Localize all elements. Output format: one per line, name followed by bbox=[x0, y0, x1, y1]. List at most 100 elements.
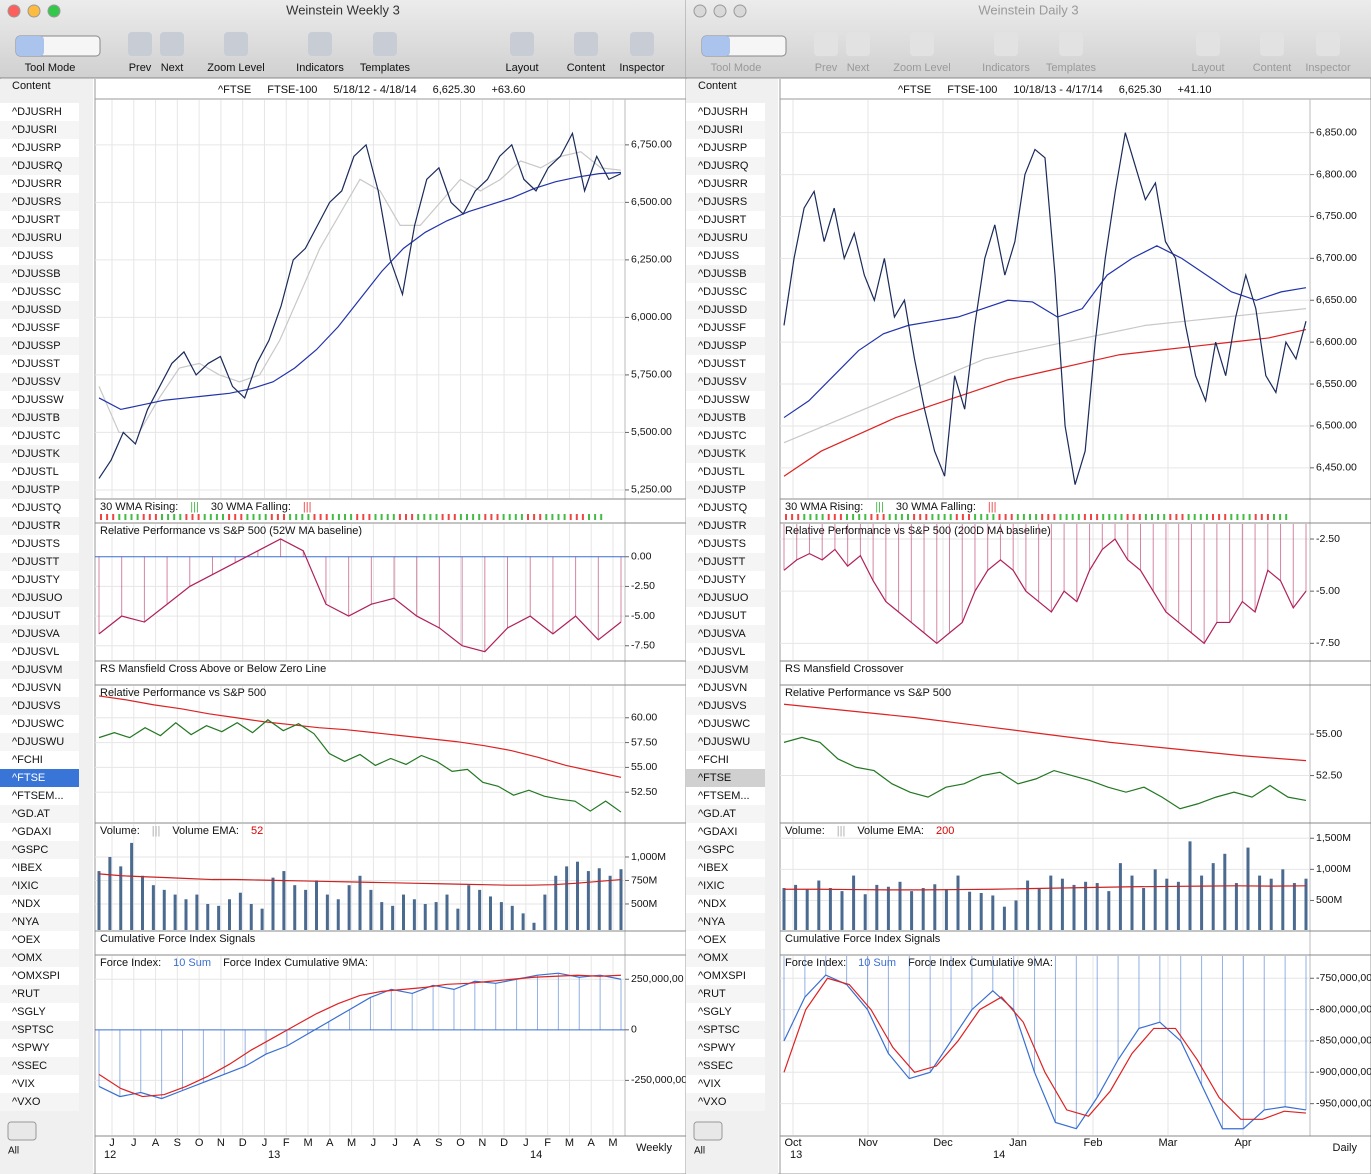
sidebar-row[interactable] bbox=[686, 499, 765, 517]
sidebar-row[interactable] bbox=[0, 967, 79, 985]
sidebar-item[interactable]: ^SPWY bbox=[12, 1042, 50, 1054]
sidebar-item[interactable]: ^DJUSRH bbox=[698, 106, 748, 118]
toolbar-icon[interactable] bbox=[224, 32, 248, 56]
sidebar-item[interactable]: ^DJUSRS bbox=[12, 196, 61, 208]
sidebar-item[interactable]: ^OMXSPI bbox=[698, 970, 746, 982]
sidebar-item[interactable]: ^DJUSRQ bbox=[698, 160, 749, 172]
sidebar-item[interactable]: ^DJUSTP bbox=[12, 484, 60, 496]
sidebar-item[interactable]: ^DJUSTL bbox=[698, 466, 745, 478]
sidebar-item[interactable]: ^OEX bbox=[12, 934, 41, 946]
sidebar-item[interactable]: ^DJUSVS bbox=[698, 700, 747, 712]
sidebar-item[interactable]: ^DJUSTT bbox=[698, 556, 746, 568]
sidebar-row[interactable] bbox=[686, 643, 765, 661]
sidebar-row[interactable] bbox=[686, 337, 765, 355]
toolbar-icon[interactable] bbox=[574, 32, 598, 56]
sidebar-item[interactable]: ^FTSEM... bbox=[12, 790, 64, 802]
sidebar-item[interactable]: ^RUT bbox=[698, 988, 726, 1000]
window-button[interactable] bbox=[47, 4, 61, 18]
sidebar-row[interactable] bbox=[0, 373, 79, 391]
sidebar-item[interactable]: ^DJUSTB bbox=[12, 412, 60, 424]
sidebar-row[interactable] bbox=[0, 841, 79, 859]
sidebar-item[interactable]: ^DJUSTS bbox=[12, 538, 60, 550]
toolbar-label[interactable]: Tool Mode bbox=[25, 62, 76, 74]
sidebar-row[interactable] bbox=[686, 1093, 765, 1111]
sidebar-row[interactable] bbox=[686, 931, 765, 949]
toolbar-label[interactable]: Content bbox=[1253, 62, 1292, 74]
sidebar-item[interactable]: ^GDAXI bbox=[12, 826, 51, 838]
sidebar-row[interactable] bbox=[686, 517, 765, 535]
sidebar-item[interactable]: ^GSPC bbox=[698, 844, 734, 856]
sidebar-item[interactable]: ^DJUSTR bbox=[698, 520, 747, 532]
sidebar-item[interactable]: ^DJUSST bbox=[698, 358, 746, 370]
sidebar-row[interactable] bbox=[0, 139, 79, 157]
toolbar-label[interactable]: Inspector bbox=[619, 62, 665, 74]
sidebar-row[interactable] bbox=[0, 859, 79, 877]
sidebar-item[interactable]: ^OMX bbox=[698, 952, 729, 964]
toolbar-icon[interactable] bbox=[1059, 32, 1083, 56]
toolbar-icon[interactable] bbox=[630, 32, 654, 56]
sidebar-row[interactable] bbox=[0, 247, 79, 265]
sidebar-item[interactable]: ^NYA bbox=[698, 916, 726, 928]
toolbar-icon[interactable] bbox=[846, 32, 870, 56]
sidebar-item[interactable]: ^DJUSRH bbox=[12, 106, 62, 118]
sidebar-item[interactable]: ^DJUSRR bbox=[12, 178, 62, 190]
sidebar-item[interactable]: ^FCHI bbox=[698, 754, 729, 766]
sidebar-item[interactable]: ^DJUSVM bbox=[698, 664, 748, 676]
sidebar-item[interactable]: ^DJUSUO bbox=[698, 592, 749, 604]
sidebar-row[interactable] bbox=[686, 229, 765, 247]
sidebar-row[interactable] bbox=[0, 733, 79, 751]
sidebar-row[interactable] bbox=[0, 157, 79, 175]
sidebar-item[interactable]: ^IBEX bbox=[698, 862, 729, 874]
sidebar-item[interactable]: ^DJUSRS bbox=[698, 196, 747, 208]
sidebar-item[interactable]: ^DJUSSC bbox=[698, 286, 747, 298]
sidebar-row[interactable] bbox=[686, 535, 765, 553]
sidebar-row[interactable] bbox=[686, 121, 765, 139]
sidebar-row[interactable] bbox=[0, 265, 79, 283]
sidebar-row[interactable] bbox=[686, 427, 765, 445]
sidebar-item[interactable]: ^DJUSSF bbox=[698, 322, 746, 334]
sidebar-row[interactable] bbox=[686, 877, 765, 895]
sidebar-item[interactable]: ^DJUSVN bbox=[12, 682, 61, 694]
sidebar-item[interactable]: ^FTSE bbox=[12, 772, 45, 784]
toolbar-icon[interactable] bbox=[910, 32, 934, 56]
sidebar-row[interactable] bbox=[0, 679, 79, 697]
sidebar-row[interactable] bbox=[0, 229, 79, 247]
sidebar-item[interactable]: ^SPTSC bbox=[12, 1024, 54, 1036]
toolbar-label[interactable]: Indicators bbox=[982, 62, 1030, 74]
sidebar-row[interactable] bbox=[0, 337, 79, 355]
sidebar-item[interactable]: ^VIX bbox=[12, 1078, 36, 1090]
sidebar-row[interactable] bbox=[686, 247, 765, 265]
sidebar-item[interactable]: ^DJUSTP bbox=[698, 484, 746, 496]
sidebar-row[interactable] bbox=[0, 103, 79, 121]
sidebar-row[interactable] bbox=[686, 949, 765, 967]
sidebar-item[interactable]: ^DJUSTC bbox=[698, 430, 747, 442]
toolbar-label[interactable]: Prev bbox=[815, 62, 838, 74]
sidebar-item[interactable]: ^DJUSWC bbox=[698, 718, 750, 730]
toolbar-label[interactable]: Zoom Level bbox=[207, 62, 264, 74]
sidebar-row[interactable] bbox=[686, 715, 765, 733]
sidebar-row[interactable] bbox=[0, 409, 79, 427]
sidebar-item[interactable]: ^VXO bbox=[698, 1096, 727, 1108]
sidebar-row[interactable] bbox=[686, 841, 765, 859]
sidebar-row[interactable] bbox=[0, 517, 79, 535]
sidebar-item[interactable]: ^DJUSUO bbox=[12, 592, 63, 604]
gear-button[interactable] bbox=[693, 1121, 723, 1141]
sidebar-row[interactable] bbox=[686, 967, 765, 985]
sidebar-row[interactable] bbox=[686, 769, 765, 787]
sidebar-row[interactable] bbox=[686, 103, 765, 121]
sidebar-item[interactable]: ^OMXSPI bbox=[12, 970, 60, 982]
sidebar-item[interactable]: ^DJUSRI bbox=[698, 124, 743, 136]
toolbar-icon[interactable] bbox=[160, 32, 184, 56]
sidebar-item[interactable]: ^DJUSWU bbox=[698, 736, 750, 748]
sidebar-item[interactable]: ^DJUSWC bbox=[12, 718, 64, 730]
sidebar-row[interactable] bbox=[686, 1075, 765, 1093]
sidebar-row[interactable] bbox=[0, 211, 79, 229]
toolbar-label[interactable]: Tool Mode bbox=[711, 62, 762, 74]
sidebar-item[interactable]: ^GD.AT bbox=[698, 808, 736, 820]
sidebar-row[interactable] bbox=[686, 895, 765, 913]
sidebar-row[interactable] bbox=[0, 751, 79, 769]
sidebar-row[interactable] bbox=[686, 661, 765, 679]
sidebar-item[interactable]: ^IXIC bbox=[12, 880, 39, 892]
sidebar-item[interactable]: ^DJUSSB bbox=[698, 268, 747, 280]
sidebar-item[interactable]: ^SPWY bbox=[698, 1042, 736, 1054]
